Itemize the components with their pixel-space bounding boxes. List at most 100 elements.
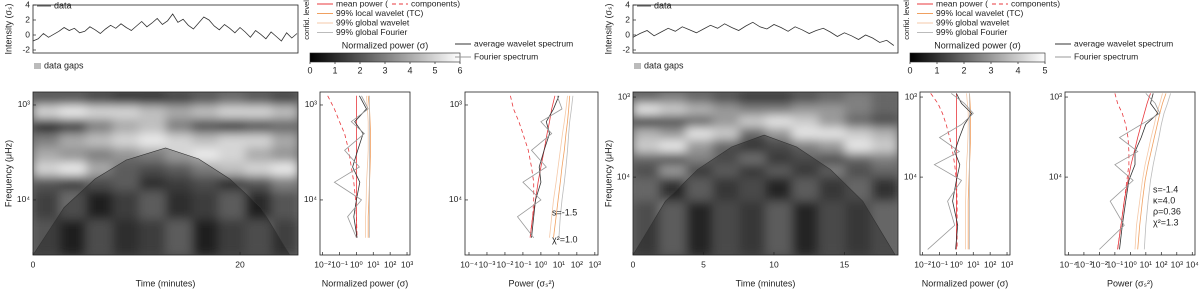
heatmap-cell [633,152,660,166]
heatmap-clip [633,92,898,255]
x-tick-label: 10⁻⁴ [1060,259,1078,269]
legend-label: 99% global Fourier [336,27,408,37]
colorbar-tick-label: 0 [907,65,912,75]
spectrum-line [1099,93,1161,250]
heatmap-cell [33,92,60,106]
x-tick-label: 10⁻¹ [1106,259,1123,269]
heatmap-cell [686,177,713,202]
heatmap-cell [765,152,793,166]
heatmap-cell [686,127,713,141]
heatmap-cell [792,92,819,104]
y-tick-label: 4 [25,0,30,9]
heatmap-cell [659,139,687,154]
y-tick-label: 2 [625,14,630,24]
heatmap-cell [739,103,766,116]
y-tick-label: 0 [25,29,30,39]
x-tick-label: 10⁰ [1124,259,1137,269]
heatmap-cell [871,177,898,202]
x-tick-label: 10⁰ [350,259,363,269]
spectrum-line [927,93,974,250]
heatmap-cell [33,147,60,163]
legend-label: mean power ( [936,0,988,8]
spectrum-line [1119,93,1159,250]
x-axis-title: Time (minutes) [136,278,196,288]
heatmap-cell [633,115,660,128]
spectrum-line [1137,93,1167,250]
heatmap-cell [712,164,740,178]
x-tick-label: 15 [840,259,850,269]
heatmap-cell [818,115,846,128]
legend-label: components) [411,0,460,8]
x-tick-label: 0 [631,259,636,269]
heatmap-cell [245,219,272,255]
colorbar-tick-label: 5 [432,65,437,75]
x-axis-title: Power (σₛ²) [1107,278,1153,288]
heatmap-cell [686,103,713,116]
x-tick-label: 10² [384,259,396,269]
y-axis-title: Frequency (μHz) [603,140,613,207]
annotation: ρ=0.36 [1153,206,1181,216]
x-tick-label: 10² [571,259,583,269]
heatmap-cell [59,104,87,120]
heatmap-cell [633,177,660,202]
heatmap-cell [686,115,713,128]
heatmap-cell [139,92,166,106]
heatmap-cell [871,115,898,128]
heatmap-cell [845,139,872,154]
heatmap-cell [686,92,713,104]
heatmap-cell [792,115,819,128]
heatmap-cell [139,219,166,255]
heatmap-cell [818,127,846,141]
heatmap-cell [139,190,166,220]
heatmap-cell [712,103,740,116]
heatmap-cell [712,115,740,128]
y-tick-label: 10⁴ [904,171,917,181]
heatmap-cell [59,133,87,148]
heatmap-cell [633,201,660,255]
heatmap-cell [59,92,87,106]
y-tick-label: -2 [622,44,630,54]
annotation: χ²=1.0 [552,234,578,244]
spectrum-line [333,95,369,238]
x-tick-label: 10¹ [367,259,379,269]
heatmap-cell [633,139,660,154]
plot-frame [32,91,299,256]
heatmap-cell [659,201,687,255]
heatmap-cell [659,152,687,166]
heatmap-cell [765,115,793,128]
heatmap-cell [218,118,246,135]
heatmap-cell [871,127,898,141]
heatmap-cell [271,190,298,220]
plot-frame [632,4,899,54]
heatmap-cell [845,177,872,202]
spectrum-line [531,95,560,238]
colorbar-tick-label: 1 [332,65,337,75]
colorbar-title: Normalized power (σ) [342,40,429,50]
heatmap-cell [245,147,272,163]
heatmap-cell [765,201,793,255]
heatmap-cell [112,190,140,220]
heatmap-cell [192,190,219,220]
y-tick-label: 10⁴ [1049,171,1062,181]
heatmap-cell [871,152,898,166]
x-tick-label: 10³ [1171,259,1183,269]
heatmap-cell [712,177,740,202]
gap-swatch [634,63,641,69]
heatmap-cell [271,104,298,120]
annotation: data gaps [44,60,84,70]
legend-label: 99% global wavelet [336,17,410,27]
heatmap-cell [86,219,113,255]
legend-label: 99% global wavelet [936,17,1010,27]
heatmap-cell [86,147,113,163]
heatmap-cell [659,92,687,104]
y-tick-label: 10⁴ [617,171,630,181]
x-tick-label: 10⁻³ [479,259,496,269]
spectrum-lines [510,95,574,238]
heatmap-cell [871,139,898,154]
heatmap-cell [112,162,140,177]
x-tick-label: 10⁰ [950,259,963,269]
colorbar-tick-label: 4 [407,65,412,75]
heatmap-cell [218,190,246,220]
heatmap-cell [139,162,166,177]
